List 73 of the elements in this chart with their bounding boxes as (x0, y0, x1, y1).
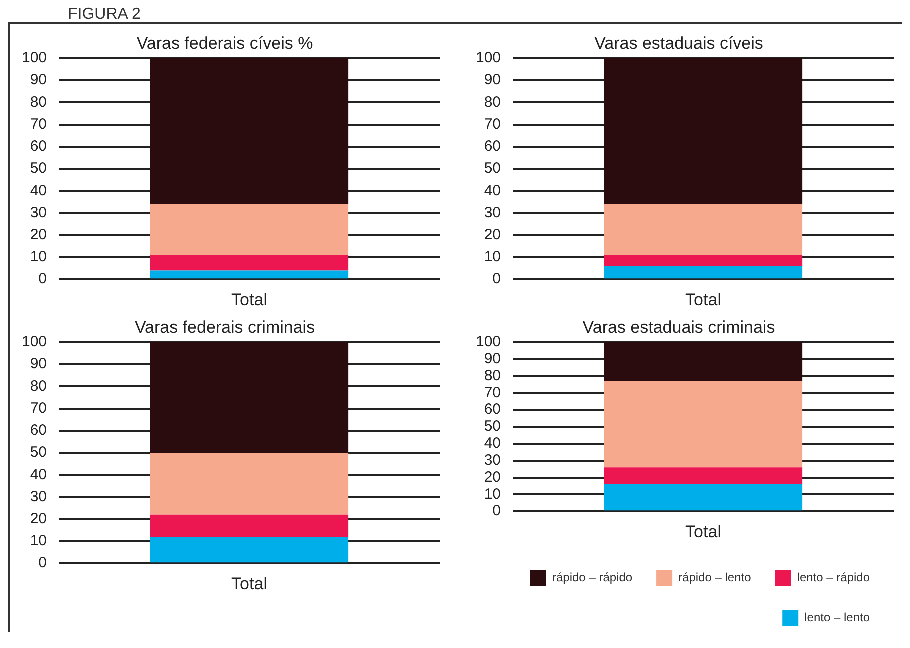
bar (150, 537, 349, 563)
y-tick-label: 60 (30, 138, 48, 156)
y-tick-label: 50 (30, 160, 48, 178)
chart-title: Varas federais cíveis % (136, 34, 314, 53)
y-tick-label: 20 (484, 468, 502, 486)
y-tick-label: 0 (38, 270, 48, 288)
y-tick-label: 0 (38, 554, 48, 572)
x-tick-label: Total (686, 290, 722, 310)
bar (150, 255, 349, 271)
bar (604, 381, 803, 468)
y-tick-label: 40 (484, 435, 502, 452)
bar (604, 204, 803, 256)
bar (150, 514, 349, 538)
bar (150, 270, 349, 279)
y-tick-label: 60 (484, 401, 502, 418)
x-tick-label: Total (232, 290, 268, 310)
bar (604, 255, 803, 266)
y-tick-label: 40 (484, 182, 502, 200)
y-tick-label: 90 (30, 72, 48, 89)
x-tick-label: Total (686, 522, 722, 542)
legend-label: rápido – lento (678, 570, 752, 584)
y-tick-label: 60 (484, 138, 502, 156)
bar (150, 342, 349, 453)
y-tick-label: 60 (30, 422, 48, 440)
y-tick-label: 10 (30, 248, 48, 266)
y-tick-label: 50 (30, 444, 48, 462)
y-tick-label: 80 (30, 378, 48, 395)
bar (150, 58, 349, 204)
y-tick-label: 30 (30, 488, 48, 506)
y-tick-label: 0 (492, 270, 502, 288)
y-tick-label: 10 (484, 486, 502, 503)
y-tick-label: 50 (484, 160, 502, 178)
y-tick-label: 80 (484, 94, 502, 111)
y-tick-label: 30 (484, 204, 502, 222)
y-tick-label: 80 (484, 367, 502, 384)
legend-label: rápido – rápido (552, 570, 633, 584)
y-tick-label: 10 (484, 248, 502, 266)
y-tick-label: 90 (30, 356, 48, 373)
y-tick-label: 20 (30, 226, 48, 244)
y-tick-label: 0 (492, 502, 502, 520)
y-tick-label: 100 (22, 50, 48, 67)
y-tick-label: 20 (30, 510, 48, 528)
y-tick-label: 80 (30, 94, 48, 111)
y-tick-label: 70 (30, 400, 48, 417)
bar (604, 484, 803, 511)
bar (150, 453, 349, 515)
text: FIGURA 2 (68, 6, 142, 23)
y-tick-label: 70 (30, 116, 48, 133)
y-tick-label: 70 (484, 384, 502, 402)
legend-label: lento – lento (804, 610, 870, 624)
y-tick-label: 90 (484, 72, 502, 89)
y-tick-label: 70 (484, 116, 502, 133)
y-tick-label: 90 (484, 350, 502, 368)
bar (150, 204, 349, 256)
bar (604, 58, 803, 204)
chart-title: Varas federais criminais (134, 318, 316, 337)
chart-title: Varas estaduais cíveis (594, 34, 764, 53)
y-tick-label: 10 (30, 532, 48, 550)
y-tick-label: 40 (30, 466, 48, 484)
y-tick-label: 40 (30, 182, 48, 200)
legend-label: lento – rápido (797, 570, 870, 584)
y-tick-label: 100 (476, 50, 502, 67)
y-tick-label: 30 (30, 204, 48, 222)
y-tick-label: 100 (476, 334, 502, 351)
bar (604, 266, 803, 279)
y-tick-label: 20 (484, 226, 502, 244)
bar (604, 468, 803, 485)
y-tick-label: 100 (22, 334, 48, 351)
chart-title: Varas estaduais criminais (582, 318, 776, 337)
y-tick-label: 30 (484, 452, 502, 469)
bar (604, 342, 803, 382)
y-tick-label: 50 (484, 418, 502, 436)
x-tick-label: Total (232, 574, 268, 594)
